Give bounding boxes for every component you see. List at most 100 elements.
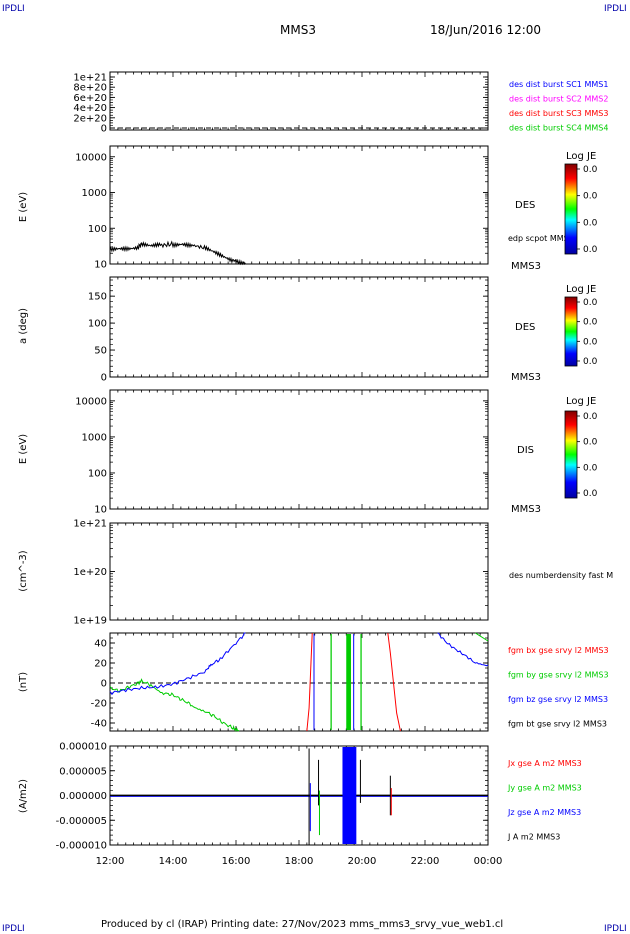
- ytick-label-0-4: 2e+20: [73, 113, 107, 124]
- minor-ticks-2: [110, 279, 488, 378]
- panel-frame-0: [109, 71, 489, 131]
- colorbar-2: [564, 296, 578, 367]
- ytick-label-6-3: -0.000005: [56, 816, 107, 827]
- time-ticks-4: [109, 523, 489, 620]
- time-ticks-3: [109, 390, 489, 509]
- time-tick-label-0: 12:00: [96, 856, 125, 867]
- ylabel-4: (cm^-3): [18, 550, 29, 591]
- fgm-by-tail: [475, 632, 489, 642]
- panel-frame-2: [109, 276, 489, 378]
- ytick-label-5-2: 0: [101, 679, 107, 690]
- ytick-label-1-1: 1000: [82, 188, 107, 199]
- datetime-title: 18/Jun/2016 12:00: [430, 23, 542, 37]
- ytick-label-1-2: 100: [88, 224, 107, 235]
- ytick-label-0-2: 6e+20: [73, 93, 107, 104]
- ylabel-5: (nT): [18, 672, 29, 692]
- colorbar-label-1-2: 0.0: [583, 192, 598, 202]
- ytick-label-2-3: 0: [101, 373, 107, 384]
- side-label-scpot: edp scpot MMS3: [508, 234, 574, 243]
- fgm-band-3: [360, 634, 362, 730]
- minor-ticks-5: [110, 632, 488, 729]
- ytick-label-5-0: 40: [94, 639, 107, 650]
- side-label-mms3-1: MMS3: [511, 261, 541, 272]
- current-legend-3: Jz gse A m2 MMS3: [507, 808, 581, 817]
- ytick-label-6-2: 0.000000: [59, 791, 107, 802]
- ytick-label-3-1: 1000: [82, 432, 107, 443]
- footer-credit: Produced by cl (IRAP) Printing date: 27/…: [101, 919, 504, 930]
- fgm-legend-4: fgm bt gse srvy l2 MMS3: [508, 720, 607, 729]
- panel-frame-3: [109, 389, 489, 510]
- ytick-label-3-3: 10: [94, 505, 107, 516]
- fgm-legend-2: fgm by gse srvy l2 MMS3: [508, 671, 609, 680]
- colorbar-label-2-4: 0.0: [583, 357, 598, 367]
- scpot-series-line: [109, 240, 246, 266]
- colorbar-label-3-4: 0.0: [583, 489, 598, 499]
- fgm-bx-line-1: [306, 632, 313, 732]
- minor-ticks-0: [110, 76, 488, 129]
- colorbar-label-3-1: 0.0: [583, 412, 598, 422]
- time-ticks-0: [109, 72, 489, 130]
- colorbar-label-2-2: 0.0: [583, 318, 598, 328]
- side-label-des: DES: [515, 200, 535, 211]
- ytick-label-2-0: 150: [88, 292, 107, 303]
- burst-legend-4: des dist burst SC4 MMS4: [509, 124, 608, 133]
- fgm-band-4: [313, 634, 315, 730]
- ytick-label-5-1: 20: [94, 659, 107, 670]
- ytick-label-1-0: 10000: [75, 152, 107, 163]
- fgm-band-5: [353, 634, 355, 730]
- side-label-dis: DIS: [517, 445, 534, 456]
- time-tick-label-1: 14:00: [159, 856, 188, 867]
- ylabel-3: E (eV): [18, 434, 29, 464]
- fgm-band-1: [330, 634, 332, 730]
- corner-mark-bottom-right: IPDLI: [604, 924, 627, 934]
- colorbar-label-1-1: 0.0: [583, 165, 598, 175]
- side-label-mms3-2: MMS3: [511, 372, 541, 383]
- ytick-label-6-1: 0.000005: [59, 766, 107, 777]
- fgm-band-2: [346, 634, 351, 730]
- colorbar-title-3: Log JE: [566, 396, 596, 407]
- colorbar-label-1-4: 0.0: [583, 245, 598, 255]
- fgm-bx-line-2: [387, 632, 401, 732]
- time-ticks-6: [109, 746, 489, 845]
- panel-frame-4: [109, 522, 489, 621]
- current-legend-4: J A m2 MMS3: [507, 833, 560, 842]
- fgm-by-line: [109, 678, 240, 733]
- time-tick-label-2: 16:00: [222, 856, 251, 867]
- corner-mark-top-left: IPDLI: [2, 4, 25, 14]
- ytick-label-3-0: 10000: [75, 396, 107, 407]
- colorbar-label-1-3: 0.0: [583, 218, 598, 228]
- colorbar-title-2: Log JE: [566, 284, 596, 295]
- ylabel-1: E (eV): [18, 192, 29, 222]
- minor-ticks-6: [110, 745, 488, 846]
- density-legend: des numberdensity fast M: [509, 571, 613, 580]
- colorbar-1: [564, 163, 578, 255]
- minor-ticks-4: [110, 524, 488, 606]
- ylabel-6: (A/m2): [18, 779, 29, 813]
- colorbar-3: [564, 410, 578, 499]
- ytick-label-5-4: -40: [91, 719, 107, 730]
- burst-legend-3: des dist burst SC3 MMS3: [509, 109, 608, 118]
- time-tick-label-4: 20:00: [348, 856, 377, 867]
- colorbar-label-3-2: 0.0: [583, 438, 598, 448]
- time-tick-label-5: 22:00: [411, 856, 440, 867]
- ytick-label-5-3: -20: [91, 699, 107, 710]
- ytick-label-2-1: 100: [88, 319, 107, 330]
- current-legend-2: Jy gse A m2 MMS3: [507, 784, 582, 793]
- corner-mark-top-right: IPDLI: [604, 4, 627, 14]
- burst-legend-2: des dist burst SC2 MMS2: [509, 95, 608, 104]
- current-legend-1: Jx gse A m2 MMS3: [507, 759, 582, 768]
- colorbar-label-2-3: 0.0: [583, 337, 598, 347]
- current-blue-block: [342, 747, 357, 844]
- ytick-label-0-0: 1e+21: [73, 73, 107, 84]
- time-tick-label-6: 00:00: [474, 856, 503, 867]
- ytick-label-1-3: 10: [94, 260, 107, 271]
- fgm-legend-3: fgm bz gse srvy l2 MMS3: [508, 695, 608, 704]
- spacecraft-title: MMS3: [280, 23, 316, 37]
- colorbar-label-2-1: 0.0: [583, 298, 598, 308]
- time-ticks-2: [109, 277, 489, 377]
- ytick-label-3-2: 100: [88, 468, 107, 479]
- fgm-legend-1: fgm bx gse srvy l2 MMS3: [508, 646, 609, 655]
- time-ticks-5: [109, 633, 489, 731]
- fgm-bz-tail: [437, 632, 489, 667]
